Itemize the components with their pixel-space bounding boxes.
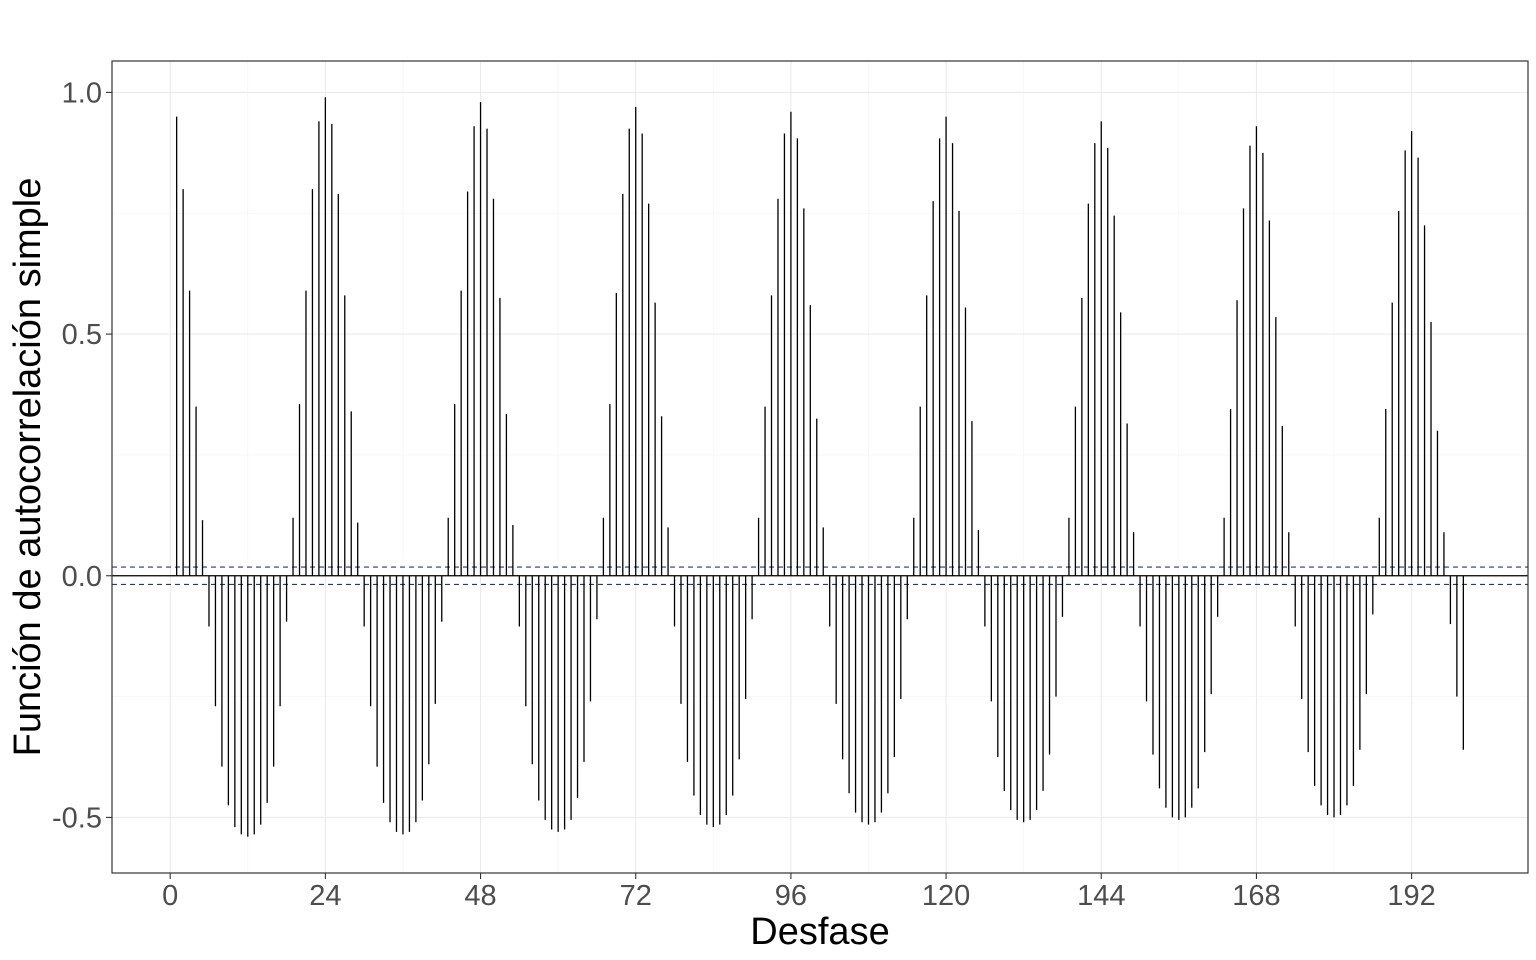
- x-tick-label: 96: [775, 880, 807, 912]
- y-tick-label: 0.5: [62, 319, 102, 351]
- y-axis-ticks: -0.5 0.0 0.5 1.0: [52, 77, 112, 834]
- y-axis-title: Función de autocorrelación simple: [7, 178, 49, 757]
- x-tick-label: 120: [922, 880, 970, 912]
- y-tick-label: 0.0: [62, 561, 102, 593]
- x-tick-label: 48: [464, 880, 496, 912]
- panel-border: [111, 60, 1529, 874]
- grid-lines: [112, 61, 1528, 873]
- x-tick-label: 0: [162, 880, 178, 912]
- x-axis-title: Desfase: [750, 911, 889, 953]
- y-tick-label: -0.5: [52, 802, 102, 834]
- y-tick-label: 1.0: [62, 77, 102, 109]
- x-tick-label: 24: [309, 880, 341, 912]
- x-axis-ticks: 0 24 48 72 96 120 144 168 192: [162, 873, 1436, 912]
- x-tick-label: 168: [1232, 880, 1280, 912]
- acf-spikes: [176, 97, 1464, 837]
- confidence-bounds: [112, 566, 1528, 586]
- x-tick-label: 144: [1077, 880, 1125, 912]
- x-tick-label: 72: [620, 880, 652, 912]
- x-tick-label: 192: [1387, 880, 1435, 912]
